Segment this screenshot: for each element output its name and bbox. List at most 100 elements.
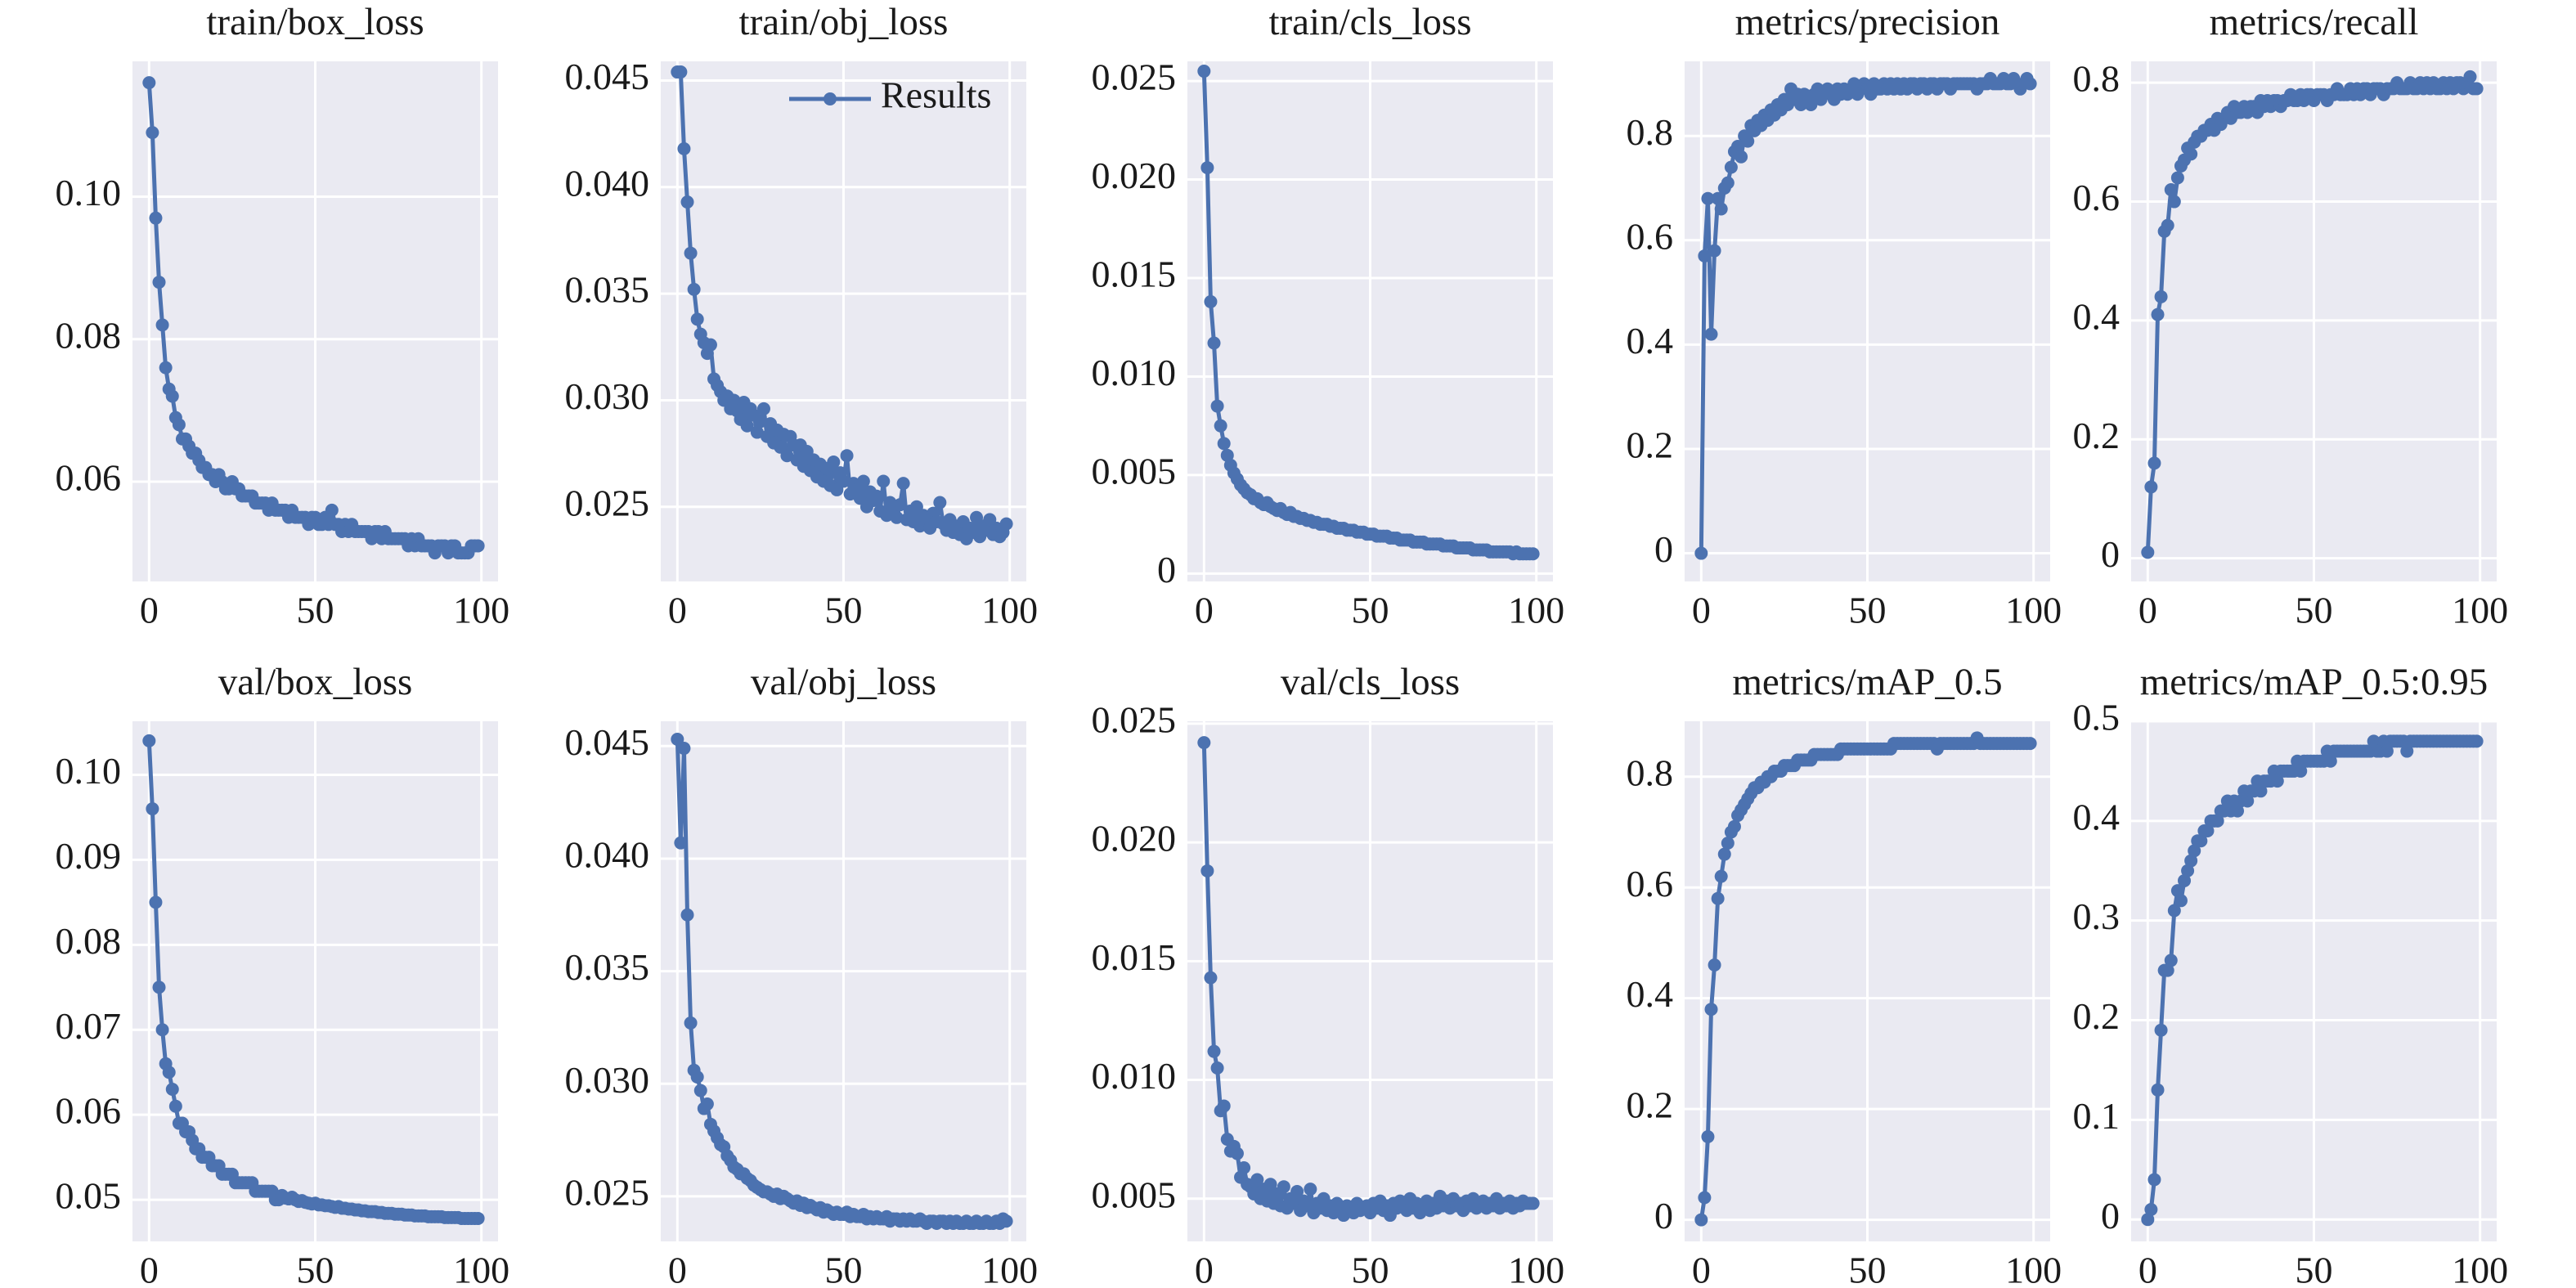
data-point (1698, 1191, 1712, 1205)
data-point (2147, 456, 2161, 470)
y-tick-label: 0.08 (56, 920, 122, 962)
data-point (325, 503, 339, 517)
data-point (1711, 191, 1725, 205)
data-point (1290, 1185, 1304, 1199)
data-point (1250, 1173, 1264, 1187)
y-tick-label: 0.2 (2073, 995, 2120, 1037)
data-point (893, 498, 907, 512)
x-tick-label: 0 (1692, 1250, 1711, 1288)
data-point (1724, 160, 1738, 174)
data-point (2141, 545, 2155, 559)
data-point (999, 517, 1013, 531)
x-tick-label: 50 (825, 1250, 863, 1288)
data-point (162, 1066, 176, 1079)
x-tick-label: 100 (981, 1250, 1038, 1288)
data-point (740, 419, 754, 433)
data-point (999, 1214, 1013, 1228)
data-point (149, 895, 163, 909)
data-point (674, 65, 688, 79)
y-tick-label: 0.2 (1627, 424, 1674, 466)
data-point (1717, 847, 1731, 861)
y-tick-label: 0.025 (565, 482, 650, 523)
data-point (2270, 774, 2284, 788)
panel: 0 0.005 0.010 0.015 0.020 0.025 0 50 100 train/cl… (1092, 1, 1565, 631)
y-tick-label: 0.06 (56, 457, 122, 499)
data-point (142, 76, 156, 90)
data-point (1217, 437, 1231, 451)
y-tick-label: 0.040 (565, 162, 650, 204)
data-point (2367, 734, 2381, 748)
data-point (1727, 819, 1741, 833)
data-point (684, 246, 698, 260)
y-tick-label: 0.040 (565, 834, 650, 876)
data-point (1210, 399, 1224, 413)
y-tick-label: 0.010 (1092, 1055, 1177, 1097)
data-point (1526, 1196, 1540, 1210)
y-tick-label: 0 (1654, 1195, 1673, 1236)
y-tick-label: 0.10 (56, 172, 122, 213)
data-point (680, 908, 694, 922)
chart-title: val/obj_loss (751, 661, 936, 703)
data-point (674, 836, 688, 850)
data-point (890, 510, 904, 524)
data-point (1217, 1099, 1231, 1113)
y-tick-label: 0.3 (2073, 895, 2120, 937)
data-point (1197, 65, 1211, 79)
data-point (1704, 327, 1718, 341)
data-point (1207, 336, 1221, 350)
data-point (142, 734, 156, 747)
data-point (168, 1099, 182, 1113)
data-point (1230, 1147, 1244, 1160)
data-point (1708, 958, 1721, 972)
y-tick-label: 0.030 (565, 375, 650, 417)
y-tick-label: 0.05 (56, 1175, 122, 1217)
data-point (1694, 1213, 1708, 1227)
x-tick-label: 0 (668, 1250, 687, 1288)
data-point (677, 742, 691, 756)
data-point (2254, 784, 2268, 798)
panel: 0 0.1 0.2 0.3 0.4 0.5 0 50 100 metrics/mAP_0.5:0.… (2073, 661, 2509, 1288)
y-tick-label: 0.2 (2073, 415, 2120, 456)
data-point (837, 474, 850, 488)
data-point (2144, 480, 2158, 494)
panel: 0.06 0.08 0.10 0 50 100 train/box_loss (56, 1, 510, 631)
chart-title: metrics/precision (1735, 1, 2000, 43)
y-tick-label: 0.010 (1092, 352, 1177, 393)
data-point (870, 489, 884, 503)
data-point (1708, 244, 1721, 258)
y-tick-label: 0.030 (565, 1059, 650, 1101)
data-point (1694, 546, 1708, 560)
data-point (152, 981, 166, 994)
data-point (152, 276, 166, 289)
chart-title: val/cls_loss (1281, 661, 1460, 703)
panel: 0 0.2 0.4 0.6 0.8 0 50 100 metrics/precision (1627, 1, 2062, 631)
chart-title: train/obj_loss (739, 1, 949, 43)
data-point (896, 477, 910, 491)
y-tick-label: 0.07 (56, 1005, 122, 1047)
data-point (165, 389, 179, 403)
data-point (1721, 176, 1735, 190)
x-tick-label: 50 (1352, 590, 1389, 631)
data-point (159, 361, 173, 375)
data-point (2178, 873, 2192, 887)
x-tick-label: 0 (1195, 1250, 1214, 1288)
data-point (2167, 904, 2181, 918)
x-tick-label: 50 (297, 590, 334, 631)
data-point (155, 1023, 169, 1037)
data-point (2167, 195, 2181, 209)
data-point (677, 141, 691, 155)
data-point (933, 496, 947, 509)
chart-title: train/box_loss (206, 1, 424, 43)
data-point (840, 449, 854, 463)
data-point (2154, 1023, 2168, 1037)
x-tick-label: 100 (2005, 1250, 2062, 1288)
data-point (700, 1097, 714, 1111)
data-point (1263, 1178, 1277, 1192)
x-tick-label: 100 (981, 590, 1038, 631)
y-tick-label: 0.2 (1627, 1084, 1674, 1126)
x-tick-label: 100 (453, 1250, 509, 1288)
data-point (1200, 864, 1214, 877)
data-point (856, 474, 870, 488)
data-point (2154, 289, 2168, 303)
x-tick-label: 100 (453, 590, 509, 631)
